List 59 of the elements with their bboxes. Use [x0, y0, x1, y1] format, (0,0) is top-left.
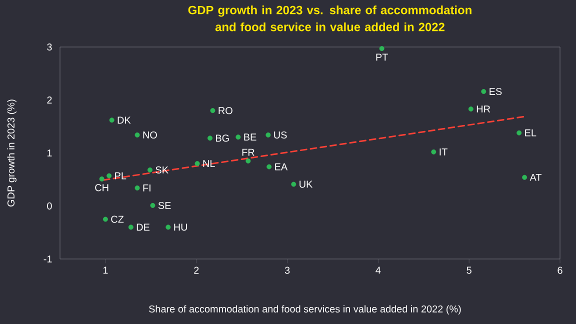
x-tick-label: 1: [103, 266, 108, 274]
point: [208, 136, 212, 141]
annotation: NO: [143, 131, 157, 138]
point: [102, 216, 108, 222]
x-tick-label: 5: [466, 266, 472, 274]
point: [291, 182, 296, 187]
point: [99, 176, 104, 182]
y-axis-title: GDP growth in 2023 (%): [7, 100, 16, 206]
annotation: HU: [174, 224, 188, 231]
y-tick-label: 2: [47, 96, 52, 104]
x-tick-label: 6: [558, 266, 562, 274]
point: [522, 174, 528, 180]
point: [134, 185, 140, 190]
chart-title: GDP growth in 2023 vs. share of accommodation and food service in value added in 2022: [188, 6, 472, 32]
annotation: EL: [525, 129, 536, 136]
point: [194, 161, 200, 166]
point: [148, 167, 152, 172]
y-tick-label: 1: [47, 150, 52, 156]
y-tick-label: 0: [47, 202, 52, 210]
point: [379, 46, 384, 52]
x-tick-label: 4: [376, 266, 381, 274]
y-tick-label: -1: [44, 256, 52, 262]
annotation: UK: [300, 180, 313, 188]
point: [150, 202, 156, 208]
point: [431, 149, 436, 154]
annotation: DK: [118, 116, 131, 124]
x-tick-label: 3: [284, 266, 290, 274]
annotation: RO: [218, 107, 232, 114]
point: [468, 106, 474, 112]
point: [210, 108, 216, 114]
annotation: FR: [242, 148, 254, 156]
annotation: ES: [490, 88, 502, 96]
point: [134, 132, 140, 138]
point: [236, 134, 241, 140]
annotation: PT: [376, 54, 388, 61]
annotation: FI: [143, 184, 150, 192]
annotation: DE: [136, 224, 150, 231]
point: [106, 173, 112, 178]
point: [246, 158, 251, 164]
point: [266, 164, 272, 170]
annotation: CZ: [111, 216, 124, 223]
annotation: IT: [440, 148, 448, 156]
annotation: BG: [216, 134, 229, 142]
annotation: AT: [530, 174, 542, 181]
annotation: SE: [158, 202, 171, 209]
annotation: EA: [275, 163, 288, 170]
point: [166, 224, 171, 230]
point: [481, 89, 486, 94]
point: [516, 130, 522, 136]
point: [266, 132, 271, 138]
annotation: HR: [476, 106, 490, 112]
annotation: BE: [244, 134, 256, 141]
x-axis-title: Share of accommodation and food services in value added in 2022 (%): [149, 305, 461, 314]
y-tick-label: 3: [47, 43, 52, 51]
point: [128, 224, 134, 230]
annotation: US: [274, 131, 287, 138]
point: [109, 118, 114, 123]
annotation: CH: [95, 184, 108, 192]
x-tick-label: 2: [194, 266, 199, 274]
